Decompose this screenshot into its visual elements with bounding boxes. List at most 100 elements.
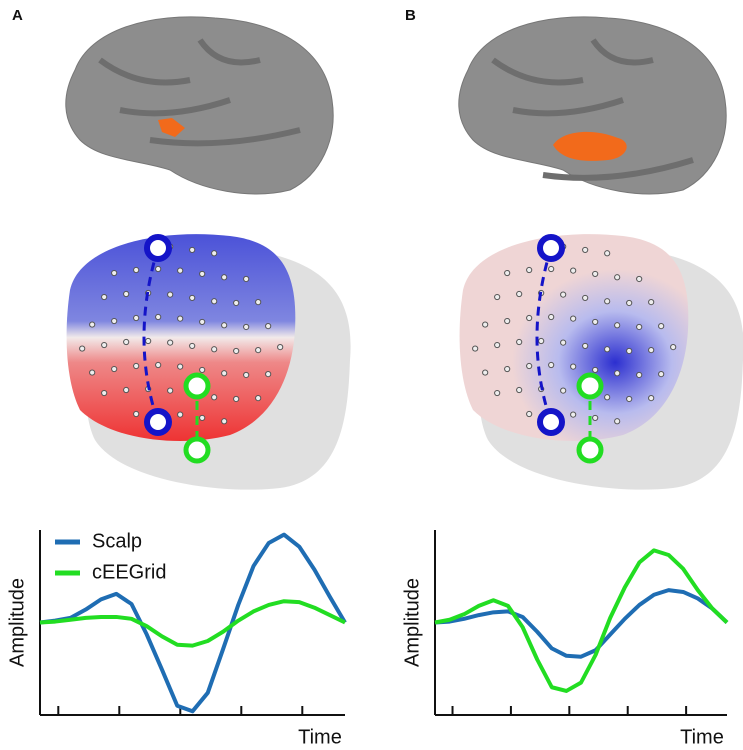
sensor — [189, 342, 196, 350]
sensor — [167, 291, 174, 298]
sensor — [604, 298, 611, 305]
sensor — [548, 361, 555, 369]
sensor — [265, 370, 272, 378]
sensor — [626, 347, 633, 355]
electrode-link — [535, 247, 553, 423]
panel-label: B — [405, 7, 416, 24]
sensor — [614, 370, 621, 377]
scalp-map — [459, 234, 689, 442]
sensor — [582, 342, 589, 350]
sensor — [177, 315, 184, 322]
sensor — [167, 387, 174, 394]
sensor — [199, 414, 206, 422]
sensor — [636, 275, 643, 283]
sensor — [526, 362, 533, 370]
electrode — [144, 234, 172, 262]
sensor — [123, 338, 130, 346]
sensor — [636, 323, 643, 331]
activation — [158, 118, 185, 137]
sensor — [123, 386, 130, 394]
x-axis-label: Time — [680, 726, 724, 748]
sensor — [199, 366, 206, 374]
sensor — [233, 395, 240, 403]
sensor — [560, 339, 567, 346]
sensor — [670, 344, 677, 351]
sensor — [526, 266, 533, 274]
sensor — [604, 250, 611, 257]
x-axis-label: Time — [298, 726, 342, 748]
y-axis-label: Amplitude — [401, 578, 423, 667]
electrode-link — [142, 247, 160, 423]
sensor — [155, 313, 162, 321]
sensor — [516, 290, 523, 298]
sensor — [199, 318, 206, 326]
sensor — [133, 362, 140, 370]
activation — [553, 131, 627, 161]
sensor — [89, 369, 96, 376]
sensor — [504, 317, 511, 325]
sensor — [255, 346, 262, 354]
y-axis-label: Amplitude — [6, 578, 28, 667]
sensor — [614, 274, 621, 281]
illustration-b — [458, 16, 743, 490]
scalp-map — [66, 234, 296, 442]
sensor — [111, 317, 118, 325]
sensor — [472, 345, 479, 352]
sensor — [133, 314, 140, 322]
sensor — [570, 363, 577, 370]
sensor — [548, 313, 555, 321]
sensor — [526, 314, 533, 322]
illustration-a — [65, 16, 351, 490]
sensor — [199, 270, 206, 278]
sensor — [211, 250, 218, 257]
sensor — [255, 394, 262, 402]
sensor — [111, 365, 118, 373]
sensor — [133, 410, 140, 418]
sensor — [189, 246, 196, 254]
sensor — [538, 337, 545, 345]
electrode — [144, 408, 172, 436]
sensor — [582, 294, 589, 302]
sensor — [133, 266, 140, 274]
sensor — [570, 267, 577, 274]
sensor — [177, 363, 184, 370]
legend-label: Scalp — [92, 530, 142, 552]
sensor — [111, 269, 118, 277]
sensor — [265, 322, 272, 330]
sensor — [101, 389, 108, 397]
electrode — [576, 436, 604, 464]
sensor — [482, 369, 489, 376]
sensor — [614, 322, 621, 329]
sensor — [494, 293, 501, 301]
series-line — [434, 588, 729, 659]
sensor — [211, 298, 218, 305]
brain-fold — [98, 38, 301, 147]
sensor — [570, 315, 577, 322]
electrode — [576, 372, 604, 400]
series-line — [39, 532, 347, 714]
electrode — [537, 408, 565, 436]
sensor — [592, 366, 599, 374]
sensor — [211, 346, 218, 353]
sensor — [101, 293, 108, 301]
sensor — [560, 291, 567, 298]
electrode — [183, 372, 211, 400]
sensor — [155, 265, 162, 273]
sensor — [648, 346, 655, 354]
sensor — [548, 265, 555, 273]
sensor — [592, 318, 599, 326]
sensor — [123, 290, 130, 298]
sensor — [526, 410, 533, 418]
series-line — [39, 599, 346, 648]
sensor — [277, 344, 284, 351]
sensor — [614, 418, 621, 425]
sensor — [221, 322, 228, 329]
sensor — [145, 337, 152, 345]
sensor — [636, 371, 643, 379]
sensor — [211, 394, 218, 401]
sensor — [221, 418, 228, 425]
sensor — [570, 411, 577, 418]
sensor — [592, 414, 599, 422]
